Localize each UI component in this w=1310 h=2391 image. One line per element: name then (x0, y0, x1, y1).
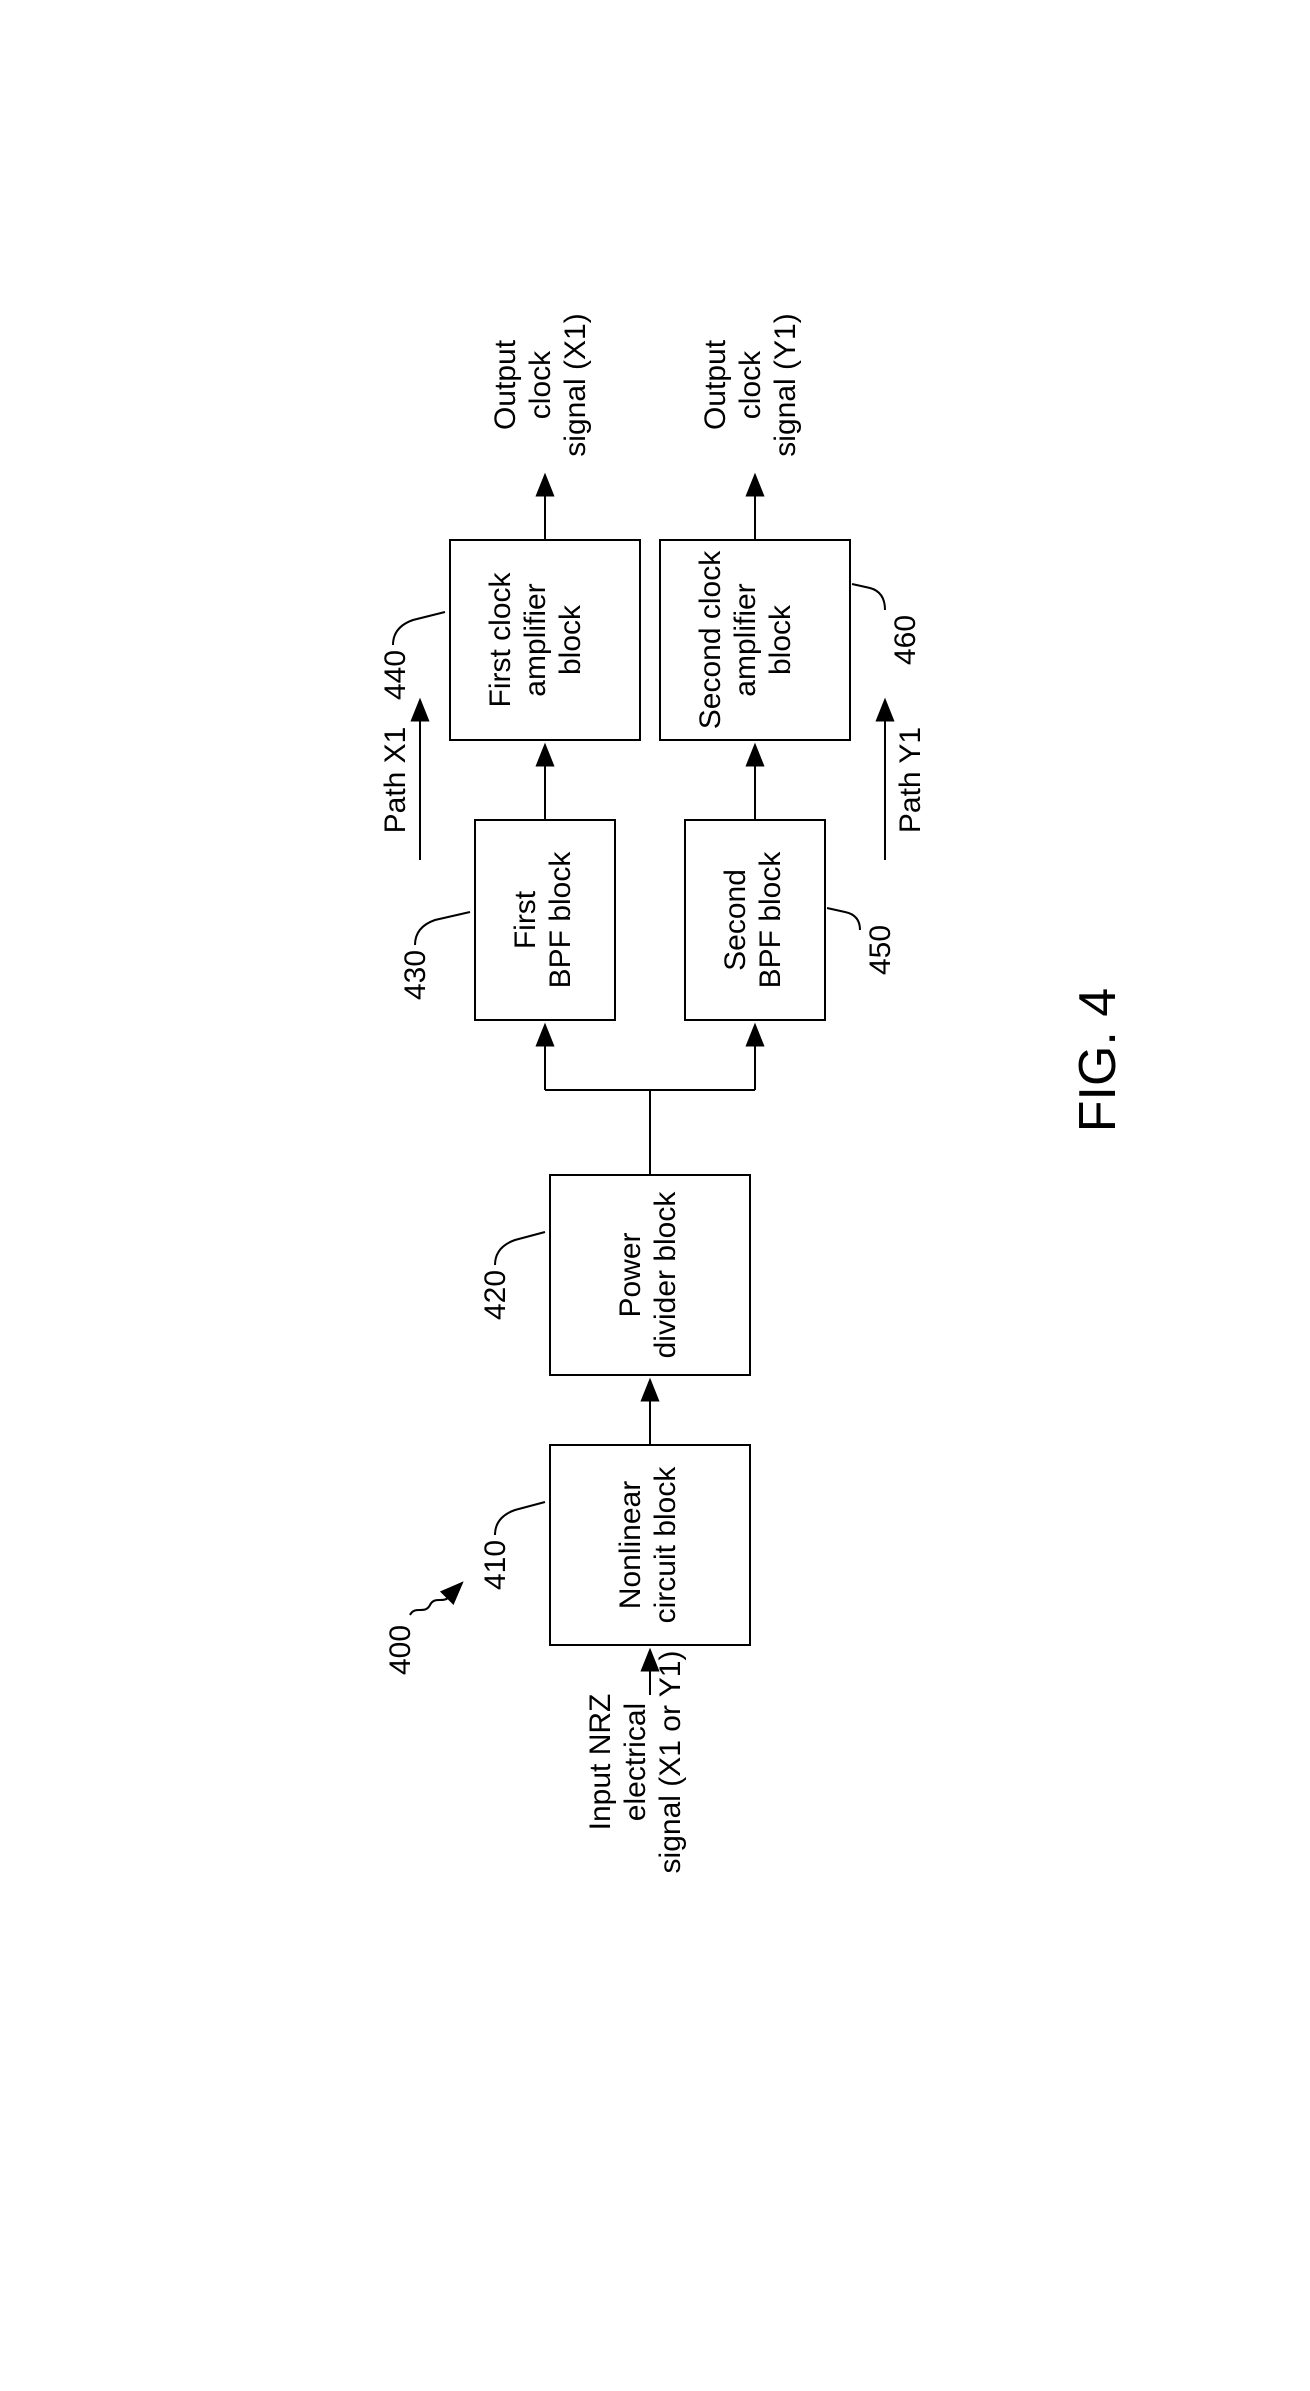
ref-450-hook (827, 908, 860, 930)
block-amp1: First clock amplifier block (450, 540, 640, 740)
block-amp1-l1: First clock (484, 572, 517, 708)
block-amp1-l3: block (554, 604, 587, 675)
ref-410-hook (495, 1502, 545, 1535)
block-divider: Power divider block (550, 1175, 750, 1375)
output-x1-l3: signal (X1) (559, 313, 592, 456)
wire-split (545, 1025, 755, 1175)
block-nonlinear-l1: Nonlinear (614, 1481, 647, 1609)
ref-430-hook (415, 912, 470, 945)
block-nonlinear-l2: circuit block (649, 1466, 682, 1624)
input-label-l1: Input NRZ (584, 1694, 617, 1831)
block-bpf1-l2: BPF block (544, 851, 577, 989)
block-nonlinear: Nonlinear circuit block (550, 1445, 750, 1645)
ref-420: 420 (479, 1270, 512, 1320)
ref-460: 460 (889, 615, 922, 665)
system-ref: 400 (384, 1625, 417, 1675)
figure-label: FIG. 4 (1069, 988, 1127, 1132)
ref-450: 450 (864, 925, 897, 975)
block-amp2-l2: amplifier (729, 583, 762, 696)
block-bpf1: First BPF block (475, 820, 615, 1020)
block-bpf1-l1: First (509, 890, 542, 949)
ref-460-hook (852, 584, 885, 610)
input-label: Input NRZ electrical signal (X1 or Y1) (584, 1651, 687, 1874)
output-y1-l3: signal (Y1) (769, 313, 802, 456)
output-y1-l2: clock (734, 350, 767, 419)
block-divider-l1: Power (614, 1232, 647, 1317)
block-amp2: Second clock amplifier block (660, 540, 850, 740)
block-divider-l2: divider block (649, 1191, 682, 1359)
block-amp2-l3: block (764, 604, 797, 675)
output-x1-l2: clock (524, 350, 557, 419)
input-label-l3: signal (X1 or Y1) (654, 1651, 687, 1874)
block-amp2-l1: Second clock (694, 550, 727, 729)
output-x1-l1: Output (489, 339, 522, 430)
input-label-l2: electrical (619, 1703, 652, 1821)
block-bpf2-l1: Second (719, 869, 752, 971)
block-bpf2-l2: BPF block (754, 851, 787, 989)
path-y1-label: Path Y1 (894, 727, 927, 833)
ref-410: 410 (479, 1540, 512, 1590)
output-x1-label: Output clock signal (X1) (489, 313, 592, 456)
block-bpf2: Second BPF block (685, 820, 825, 1020)
path-x1-label: Path X1 (379, 727, 412, 834)
ref-430: 430 (399, 950, 432, 1000)
block-amp1-l2: amplifier (519, 583, 552, 696)
output-y1-l1: Output (699, 339, 732, 430)
ref-440-hook (393, 612, 445, 645)
system-ref-squiggle (410, 1583, 462, 1615)
output-y1-label: Output clock signal (Y1) (699, 313, 802, 456)
ref-420-hook (495, 1232, 545, 1265)
ref-440: 440 (379, 650, 412, 700)
